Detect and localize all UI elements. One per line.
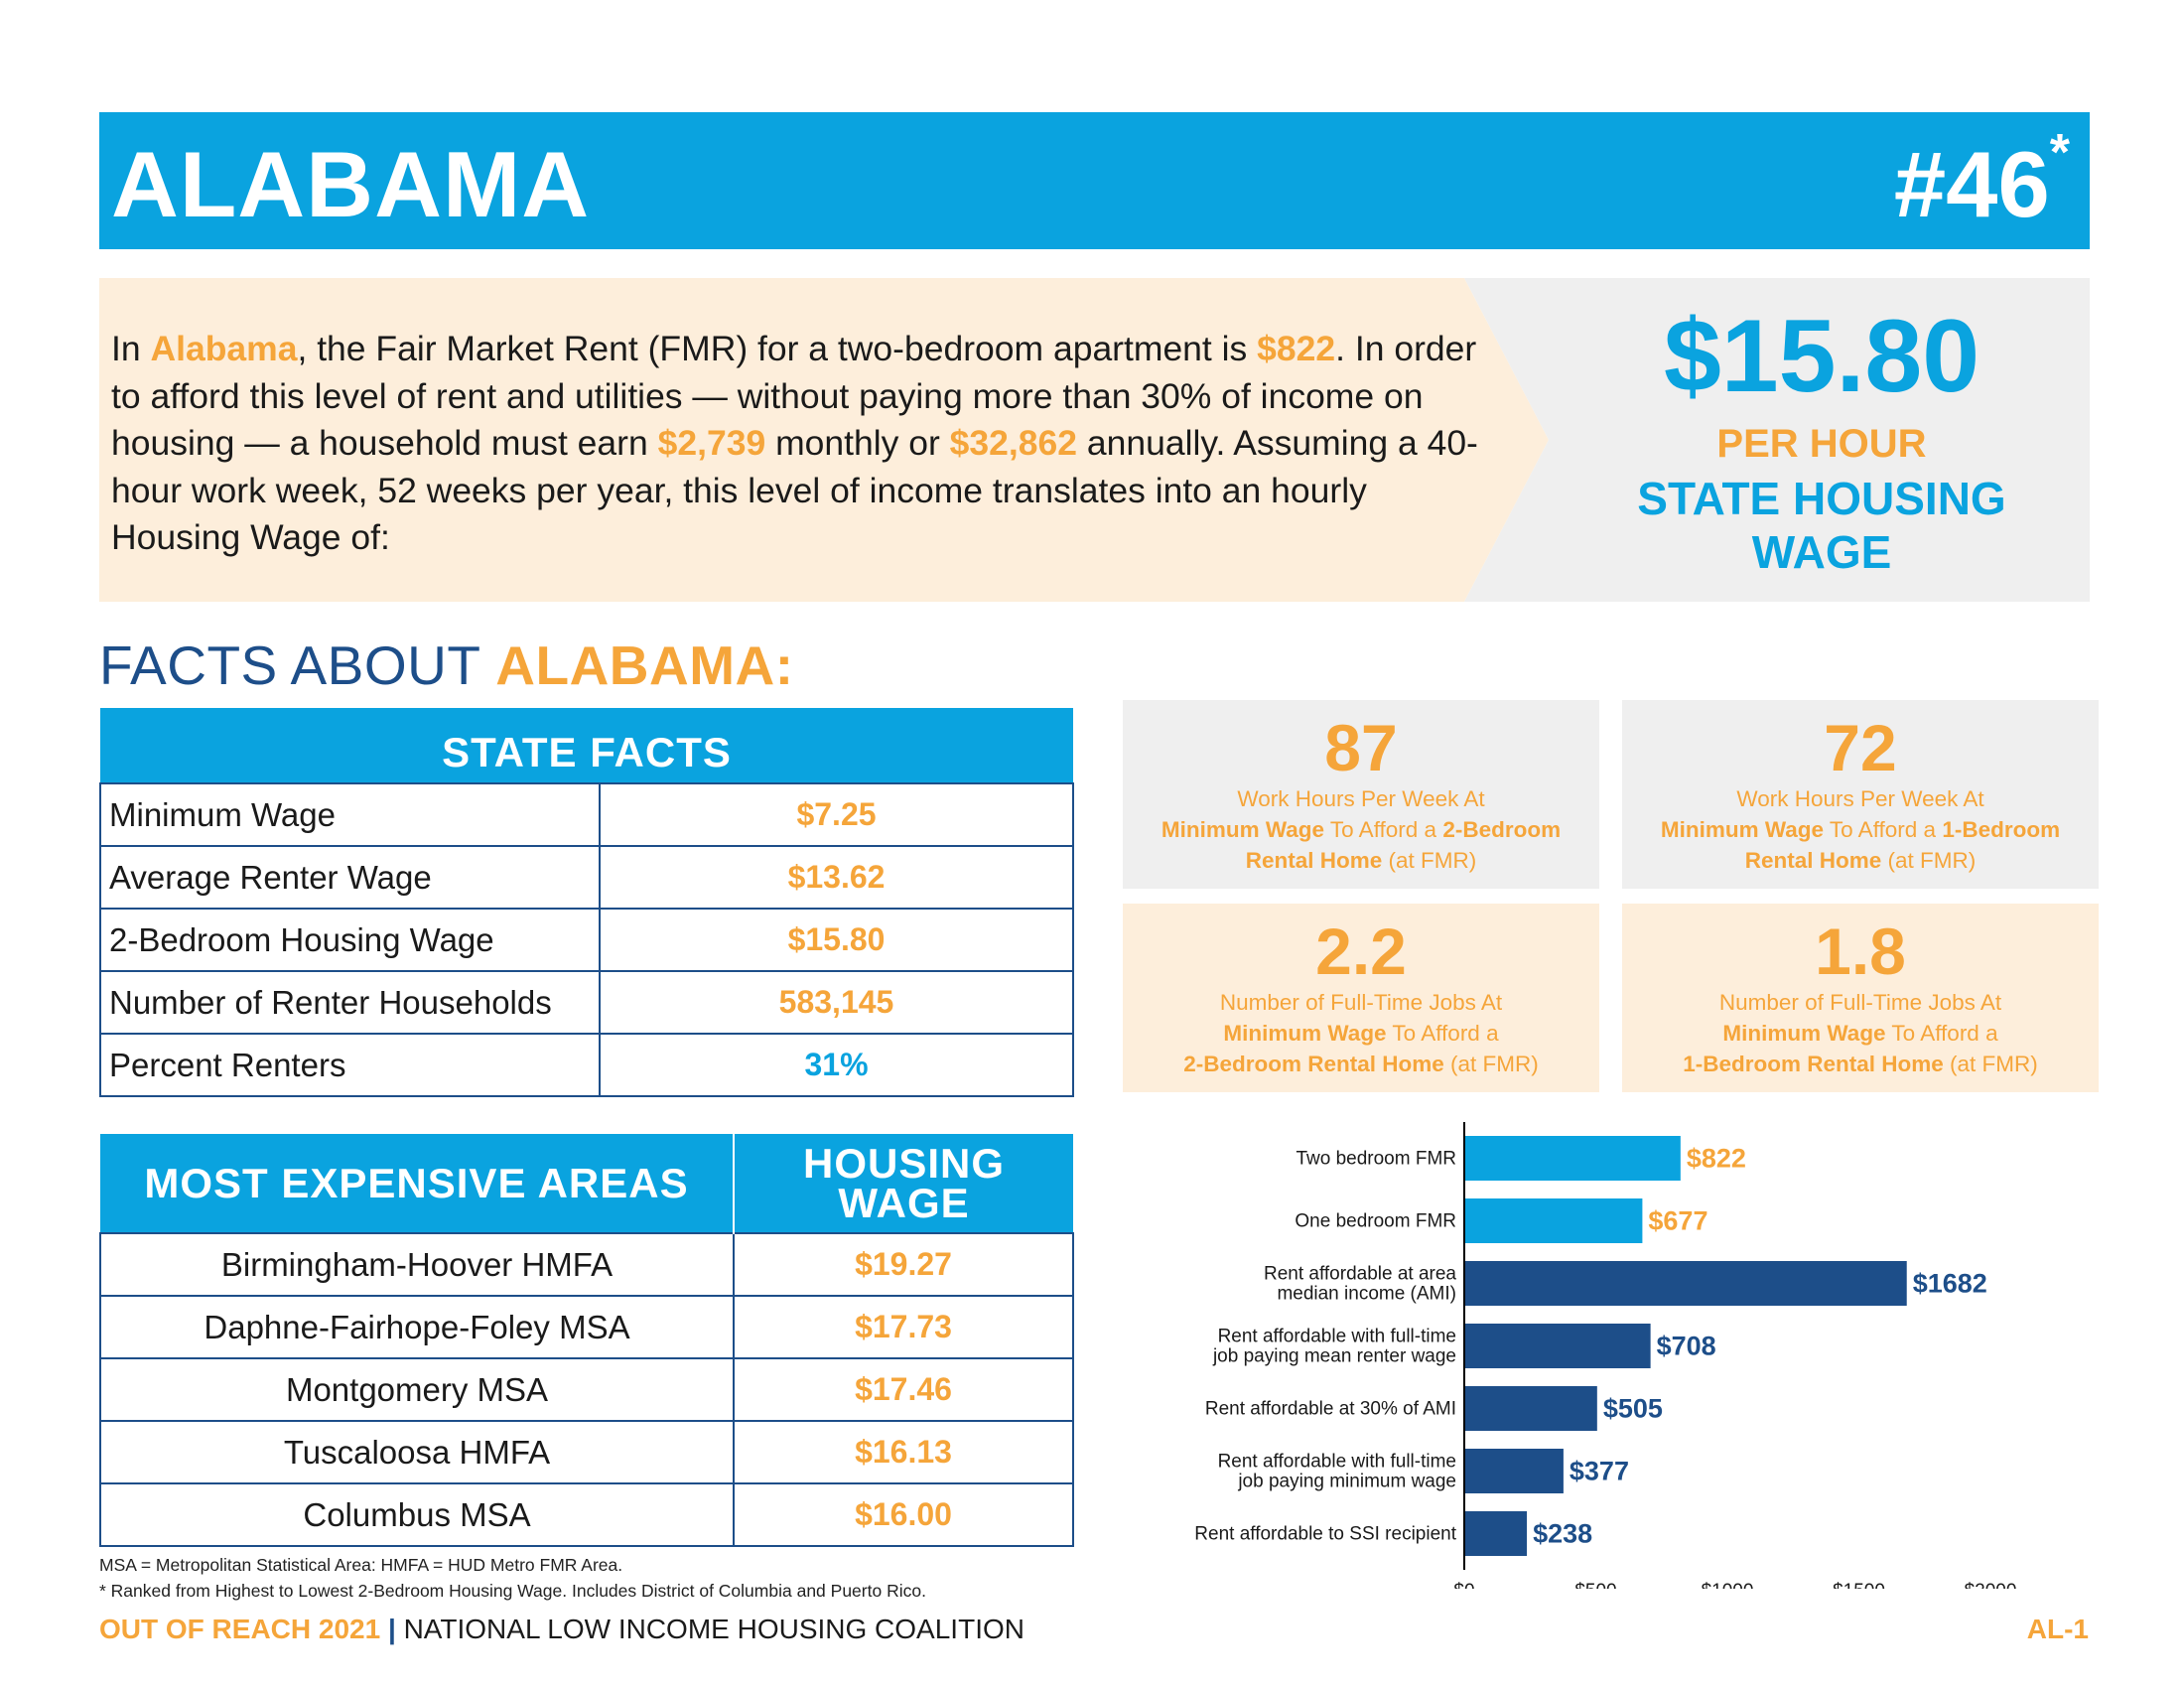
table-row: Tuscaloosa HMFA $16.13 xyxy=(99,1420,1074,1484)
table-row: Number of Renter Households 583,145 xyxy=(99,970,1074,1035)
chart-value-label: $822 xyxy=(1687,1144,1746,1174)
table-row: Montgomery MSA $17.46 xyxy=(99,1357,1074,1422)
chart-category-label: Two bedroom FMR xyxy=(1296,1149,1456,1170)
table-row: Minimum Wage $7.25 xyxy=(99,782,1074,847)
housing-wage-per: PER HOUR xyxy=(1716,422,1927,466)
chart-x-tick-label: $1500 xyxy=(1833,1581,1885,1589)
table-row: Birmingham-Hoover HMFA $19.27 xyxy=(99,1232,1074,1297)
chart-bar xyxy=(1464,1449,1564,1493)
intro-fmr: $822 xyxy=(1257,329,1336,368)
table-row: 2-Bedroom Housing Wage $15.80 xyxy=(99,908,1074,972)
rank-footnote-mark: * xyxy=(2049,124,2070,182)
chart-category-label: Rent affordable with full-time xyxy=(1218,1452,1456,1473)
chart-category-label: Rent affordable at area xyxy=(1264,1264,1456,1285)
table-row: Columbus MSA $16.00 xyxy=(99,1482,1074,1547)
intro-monthly: $2,739 xyxy=(657,423,766,463)
intro-box xyxy=(99,278,1549,602)
wage-col-header: HOUSING WAGE xyxy=(733,1134,1073,1233)
chart-category-label: job paying minimum wage xyxy=(1237,1472,1456,1492)
footer-source: OUT OF REACH 2021 | NATIONAL LOW INCOME … xyxy=(99,1614,1024,1644)
state-rank: #46* xyxy=(1893,124,2070,238)
chart-category-label: median income (AMI) xyxy=(1277,1284,1456,1305)
state-facts-title: STATE FACTS xyxy=(100,708,1073,783)
chart-bar xyxy=(1464,1198,1643,1243)
chart-value-label: $505 xyxy=(1603,1394,1663,1424)
state-facts-table: STATE FACTS Minimum Wage $7.25 Average Re… xyxy=(99,708,1074,1097)
chart-bar xyxy=(1464,1261,1907,1306)
footnotes: MSA = Metropolitan Statistical Area: HMF… xyxy=(99,1555,926,1601)
table-row: Daphne-Fairhope-Foley MSA $17.73 xyxy=(99,1295,1074,1359)
table-row: Average Renter Wage $13.62 xyxy=(99,845,1074,910)
chart-value-label: $238 xyxy=(1533,1519,1592,1549)
page-number: AL-1 xyxy=(2026,1614,2089,1644)
chart-category-label: One bedroom FMR xyxy=(1295,1211,1456,1232)
chart-value-label: $708 xyxy=(1657,1332,1716,1361)
chart-value-label: $377 xyxy=(1570,1457,1629,1486)
table-row: Percent Renters 31% xyxy=(99,1033,1074,1097)
housing-wage-shape xyxy=(1464,278,2090,602)
rank-value: #46 xyxy=(1893,132,2050,236)
chart-x-tick-label: $1000 xyxy=(1702,1581,1754,1589)
stat-box-jobs-1br: 1.8 Number of Full-Time Jobs At Minimum W… xyxy=(1622,904,2099,1092)
chart-bar xyxy=(1464,1136,1681,1181)
housing-wage-label: STATE HOUSING WAGE xyxy=(1637,473,2006,578)
facts-heading: FACTS ABOUT ALABAMA: xyxy=(99,634,794,696)
chart-bar xyxy=(1464,1324,1651,1368)
housing-wage-amount: $15.80 xyxy=(1663,299,1980,414)
state-title: ALABAMA xyxy=(111,132,591,236)
chart-category-label: Rent affordable at 30% of AMI xyxy=(1205,1399,1456,1420)
chart-x-tick-label: $0 xyxy=(1453,1581,1474,1589)
chart-category-label: Rent affordable with full-time xyxy=(1218,1327,1456,1347)
intro-state: Alabama xyxy=(150,329,298,368)
chart-bar xyxy=(1464,1386,1597,1431)
intro-paragraph: In Alabama, the Fair Market Rent (FMR) f… xyxy=(111,329,1478,557)
chart-category-label: job paying mean renter wage xyxy=(1212,1346,1456,1367)
chart-value-label: $677 xyxy=(1648,1206,1707,1236)
rent-affordability-chart: Two bedroom FMR $822 One bedroom FMR $677 Re… xyxy=(1194,1122,2017,1589)
stat-box-hours-1br: 72 Work Hours Per Week At Minimum Wage To… xyxy=(1622,700,2099,889)
chart-x-tick-label: $2000 xyxy=(1965,1581,2017,1589)
areas-col-header: MOST EXPENSIVE AREAS xyxy=(100,1134,734,1233)
housing-wage-box xyxy=(1464,278,2090,602)
stat-box-hours-2br: 87 Work Hours Per Week At Minimum Wage To… xyxy=(1123,700,1599,889)
chart-x-tick-label: $500 xyxy=(1574,1581,1616,1589)
header-banner xyxy=(99,112,2090,249)
expensive-areas-table: MOST EXPENSIVE AREAS HOUSING WAGE Birming… xyxy=(99,1134,1074,1547)
chart-value-label: $1682 xyxy=(1913,1269,1987,1299)
chart-bar xyxy=(1464,1511,1528,1556)
intro-annual: $32,862 xyxy=(949,423,1077,463)
chart-category-label: Rent affordable to SSI recipient xyxy=(1194,1524,1456,1545)
intro-arrow-shape xyxy=(99,278,1549,602)
stat-box-jobs-2br: 2.2 Number of Full-Time Jobs At Minimum W… xyxy=(1123,904,1599,1092)
